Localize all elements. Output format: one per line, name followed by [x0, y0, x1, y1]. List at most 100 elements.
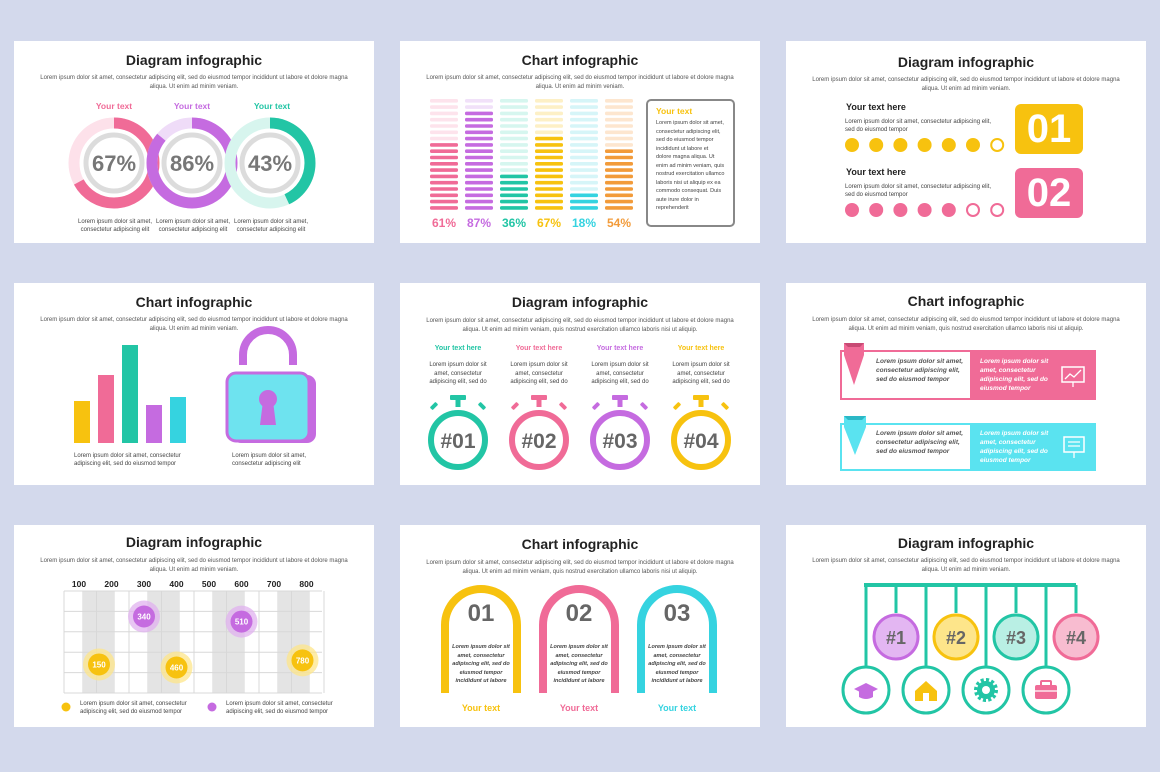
stopwatch-heading: Your text here — [677, 345, 725, 352]
banner-2-left-text: Lorem ipsum dolor sit amet, consectetur … — [876, 430, 964, 455]
text-box-body: Lorem ipsum dolor sit amet, consectetur … — [656, 120, 725, 211]
slide-chart-bars-lock[interactable]: Chart infographic Lorem ipsum dolor sit … — [14, 283, 374, 485]
stopwatch-stem — [617, 399, 623, 407]
stopwatch-face — [509, 410, 569, 470]
stopwatch-button — [673, 402, 681, 410]
presentation-chart-icon — [1061, 366, 1085, 387]
bar-segment-empty — [605, 143, 633, 147]
banner-1-left-text: Lorem ipsum dolor sit amet, consectetur … — [876, 358, 964, 383]
bar-segment-empty — [430, 117, 458, 122]
bar-value-label: 54% — [607, 216, 631, 230]
legend-dot-purple — [207, 702, 217, 712]
ring-inner — [239, 132, 301, 194]
bar-segment-filled — [465, 111, 493, 116]
house-icon — [915, 681, 937, 701]
graduation-cap-icon — [859, 691, 873, 699]
bar-segment-filled — [535, 206, 563, 210]
bar-segment-empty — [570, 136, 598, 141]
text-box: Your text Lorem ipsum dolor sit amet, co… — [646, 99, 735, 227]
bar-segment-filled — [465, 206, 493, 210]
slide-diagram-numbered-dots[interactable]: Diagram infographic Lorem ipsum dolor si… — [786, 41, 1146, 243]
stopwatch-row: #01 #02 #03 #04 — [428, 395, 731, 470]
bar-segment-empty — [535, 99, 563, 103]
slide-diagram-stopwatches[interactable]: Diagram infographic Lorem ipsum dolor si… — [400, 283, 760, 485]
dot-filled — [917, 138, 932, 152]
dot-filled — [893, 203, 908, 217]
dot-filled — [845, 138, 859, 152]
arch-body: Lorem ipsum dolor sit amet, consectetur … — [550, 644, 608, 684]
row-number-2: 02 — [1015, 168, 1083, 218]
bar-segment-empty — [570, 155, 598, 160]
row-number-1: 01 — [1015, 104, 1083, 154]
stopwatch-stem — [698, 399, 704, 407]
ring-caption-1: Lorem ipsum dolor sit amet, consectetur … — [77, 219, 153, 233]
bar-segment-empty — [570, 124, 598, 128]
slide-diagram-grid-bubbles[interactable]: Diagram infographic Lorem ipsum dolor si… — [14, 525, 374, 727]
presentation-board-icon — [1063, 436, 1085, 458]
bar-segment-filled — [465, 149, 493, 153]
bar-segment-empty — [500, 136, 528, 141]
bar-segment-filled — [500, 193, 528, 198]
toolbox-icon — [1035, 685, 1057, 699]
bubble-label: 460 — [170, 664, 184, 673]
stopwatch-number: #04 — [683, 430, 718, 453]
stopwatch-button — [721, 402, 729, 410]
bar-segment-filled — [500, 174, 528, 179]
slide-diagram-percent-rings[interactable]: Diagram infographic Lorem ipsum dolor si… — [14, 41, 374, 243]
stopwatch-face — [671, 410, 731, 470]
slide-intro: Lorem ipsum dolor sit amet, consectetur … — [812, 558, 1120, 573]
bar-segment-filled — [465, 130, 493, 135]
bar-segment-filled — [430, 180, 458, 185]
bar-segment-empty — [605, 124, 633, 128]
bar-segment-filled — [605, 199, 633, 204]
bar-segment-empty — [500, 111, 528, 116]
ring-value: 43% — [248, 151, 292, 176]
bar-segment-filled — [535, 143, 563, 147]
bar-caption: Lorem ipsum dolor sit amet, consectetur … — [74, 453, 181, 467]
bar-segment-empty — [570, 117, 598, 122]
x-tick-label: 400 — [169, 579, 183, 589]
slide-diagram-hanging-circles[interactable]: Diagram infographic Lorem ipsum dolor si… — [786, 525, 1146, 727]
dot-empty — [990, 138, 1005, 152]
dot-filled — [869, 138, 884, 152]
bar-segment-filled — [430, 162, 458, 166]
slide-title: Diagram infographic — [897, 535, 1035, 551]
bar-segment-empty — [500, 168, 528, 172]
stopwatch-number: #01 — [440, 430, 475, 453]
bar-segment-empty — [500, 149, 528, 153]
padlock-icon — [225, 326, 316, 443]
slide-chart-banners[interactable]: Chart infographic Lorem ipsum dolor sit … — [786, 283, 1146, 485]
bubble — [230, 610, 253, 633]
slide-intro: Lorem ipsum dolor sit amet, consectetur … — [426, 560, 734, 575]
stopwatch-body: Lorem ipsum dolor sit amet, consectetur … — [510, 362, 568, 385]
x-tick-label: 800 — [299, 579, 313, 589]
ring-inner — [161, 132, 223, 194]
gear-icon — [982, 686, 990, 694]
bar-segment-filled — [535, 168, 563, 172]
slide-chart-arches[interactable]: Chart infographic Lorem ipsum dolor sit … — [400, 525, 760, 727]
bubble — [88, 653, 110, 676]
bar-segment-empty — [570, 130, 598, 135]
bar-segment-filled — [535, 180, 563, 185]
bar-segment-filled — [605, 155, 633, 160]
arch-frame — [539, 585, 619, 693]
bar-segment-filled — [465, 180, 493, 185]
slide-title: Chart infographic — [135, 294, 253, 310]
bar — [122, 345, 138, 443]
stopwatch-heading: Your text here — [515, 345, 563, 352]
stopwatch-button — [640, 402, 648, 410]
row-heading-2: Your text here — [846, 167, 906, 177]
stopwatch-face — [428, 410, 488, 470]
ring-label-2: Your text — [173, 101, 211, 111]
bar-segment-filled — [605, 180, 633, 185]
arch-body: Lorem ipsum dolor sit amet, consectetur … — [452, 644, 510, 684]
bar-segment-empty — [605, 111, 633, 116]
slide-title: Chart infographic — [907, 293, 1025, 309]
dot-filled — [966, 138, 980, 152]
dot-empty — [990, 203, 1005, 217]
gear-icon — [974, 678, 998, 702]
slide-chart-stacked-bars[interactable]: Chart infographic Lorem ipsum dolor sit … — [400, 41, 760, 243]
bar-segment-empty — [570, 180, 598, 185]
bar-segment-empty — [535, 111, 563, 116]
dot-filled — [917, 203, 932, 217]
